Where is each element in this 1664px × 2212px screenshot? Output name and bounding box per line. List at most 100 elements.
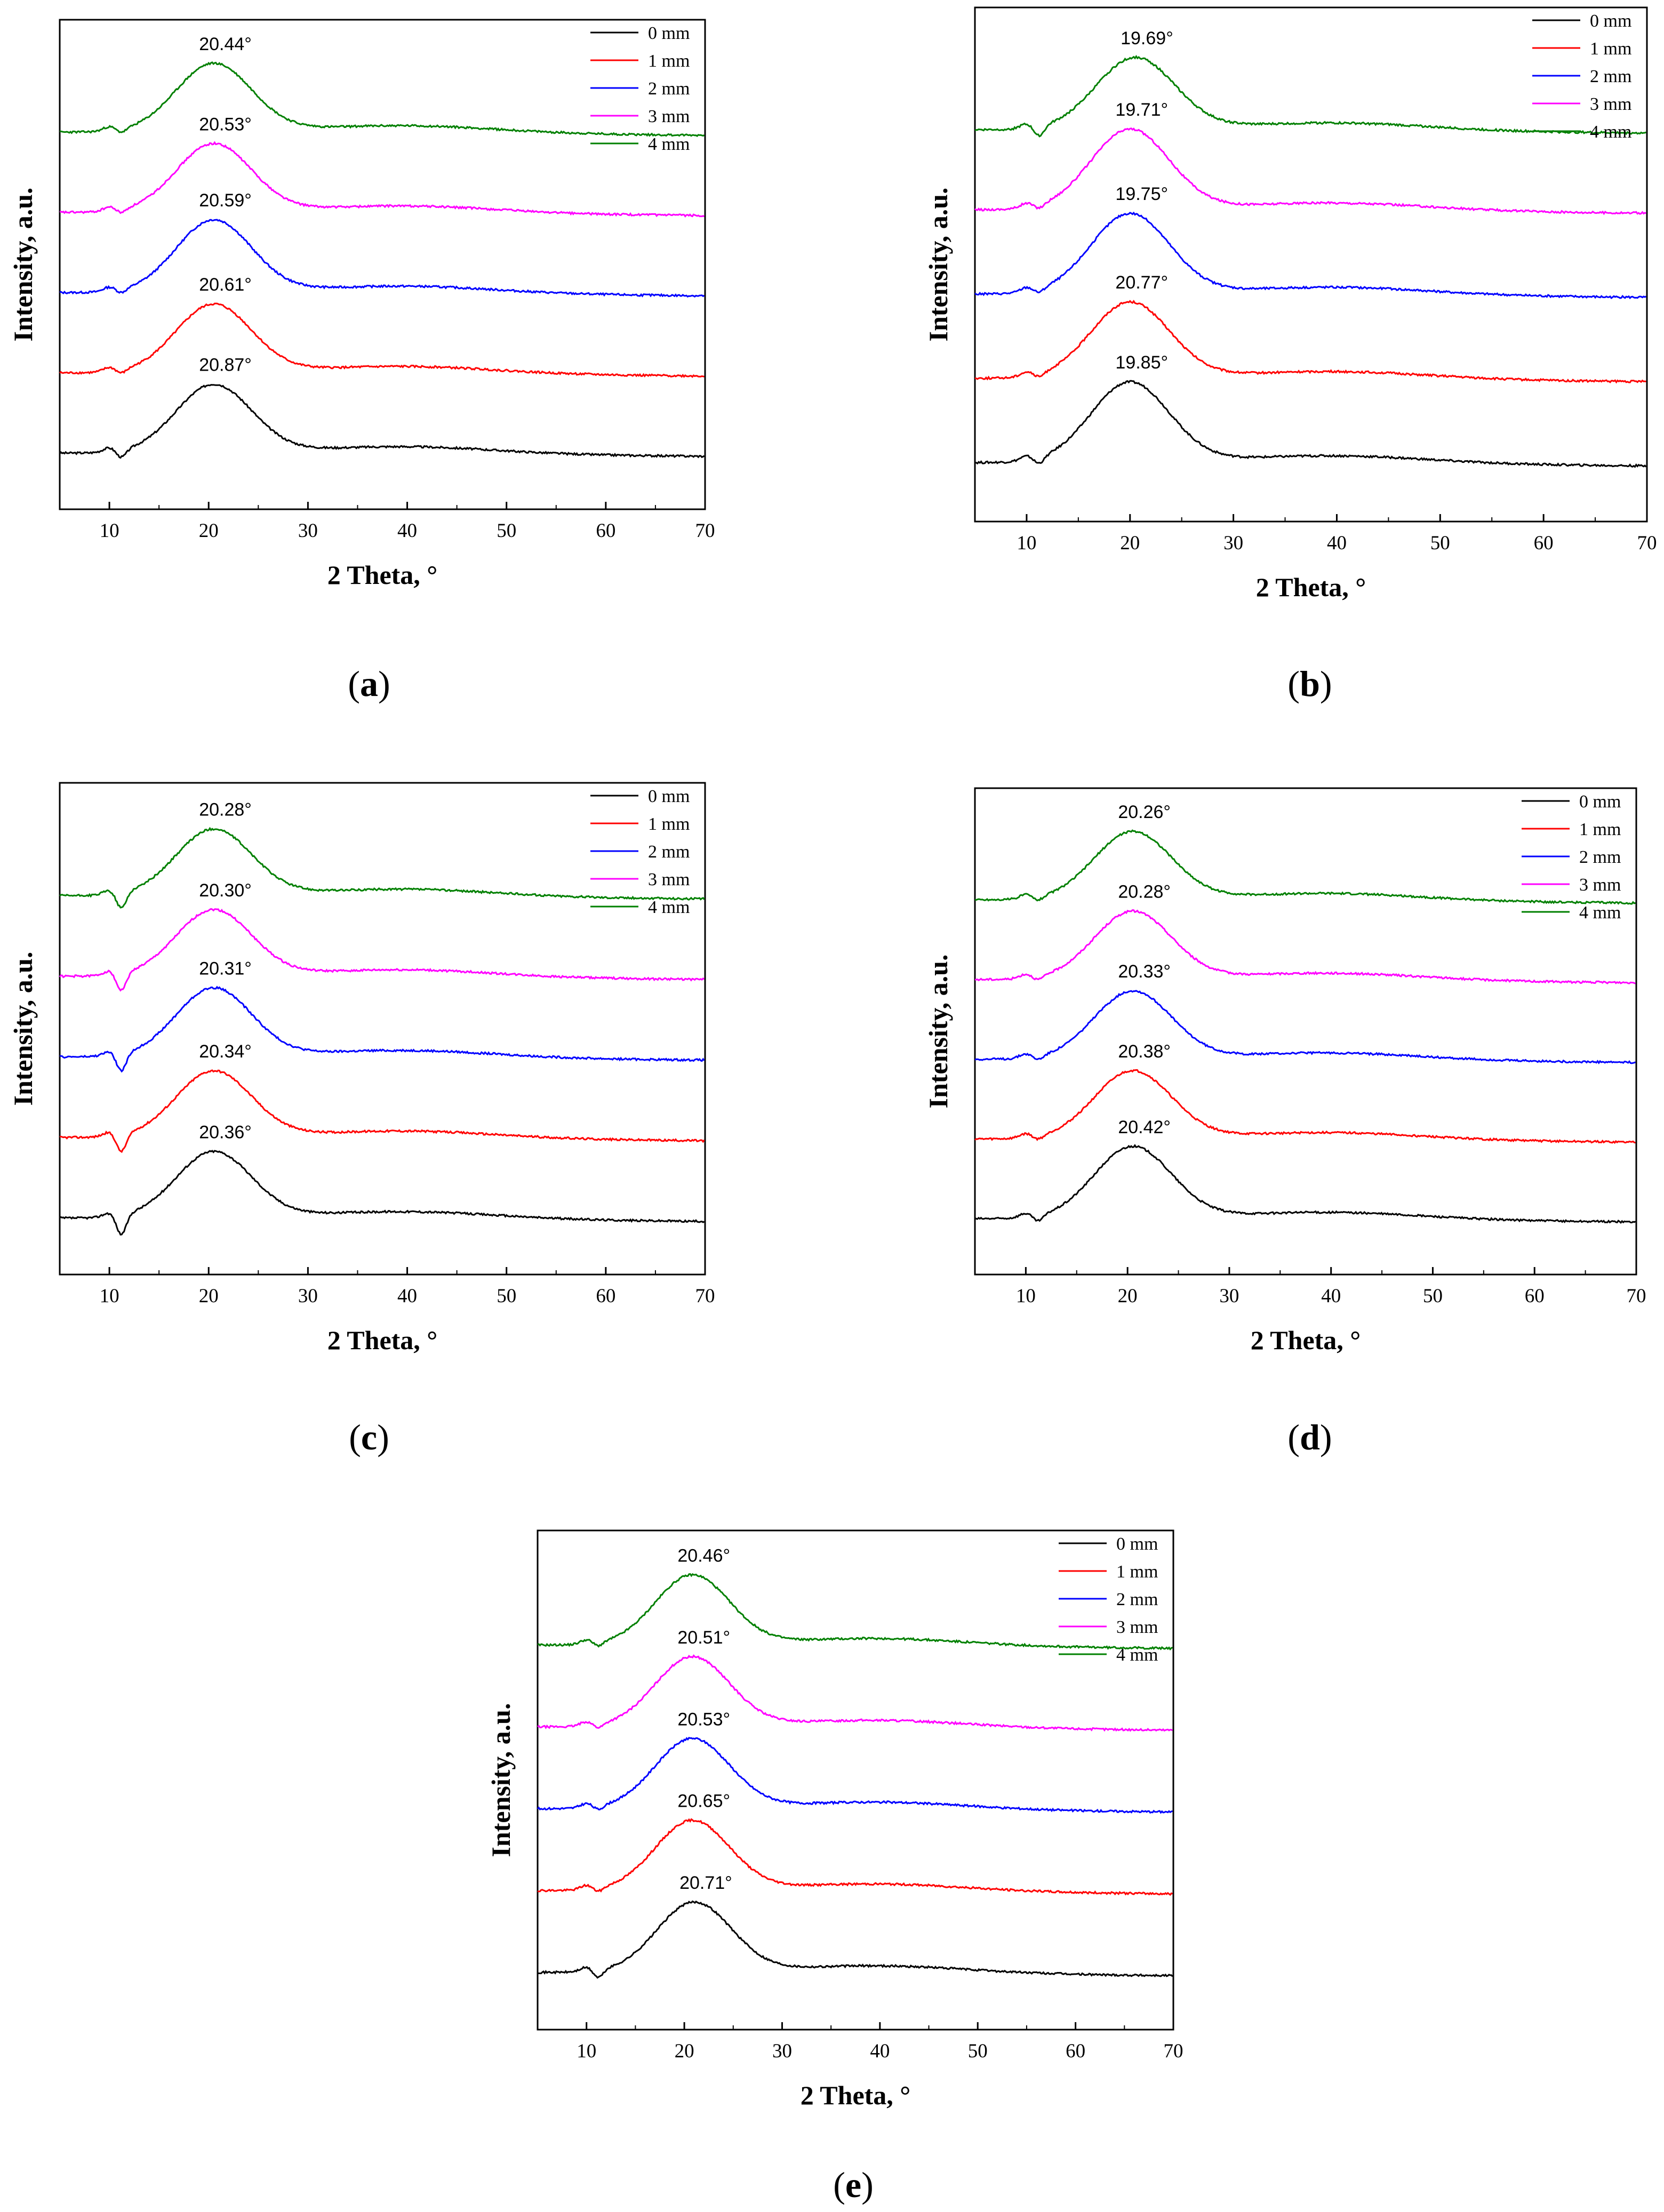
legend-entry: 2 mm xyxy=(1116,1590,1158,1609)
series-line-1-mm xyxy=(59,302,705,378)
x-tick-label: 10 xyxy=(577,2040,596,2062)
peak-label: 20.46° xyxy=(677,1545,730,1566)
x-tick-label: 30 xyxy=(1219,1285,1239,1307)
plot-frame xyxy=(537,1529,1174,2031)
legend-entry: 3 mm xyxy=(648,107,690,126)
x-tick-label: 10 xyxy=(100,1285,119,1307)
x-tick-label: 70 xyxy=(695,1285,715,1307)
x-tick-label: 50 xyxy=(968,2040,988,2062)
legend-entry: 4 mm xyxy=(648,134,690,154)
series-line-0-mm xyxy=(974,380,1647,468)
peak-label: 20.42° xyxy=(1118,1117,1171,1137)
legend-entry: 1 mm xyxy=(648,814,690,834)
legend-entry: 3 mm xyxy=(648,870,690,889)
series-line-3-mm xyxy=(974,127,1646,215)
series-line-0-mm xyxy=(537,1900,1173,1979)
peak-label: 19.69° xyxy=(1121,28,1173,49)
peak-label: 19.85° xyxy=(1115,352,1168,373)
series-line-2-mm xyxy=(974,990,1636,1064)
peak-label: 20.51° xyxy=(677,1628,730,1648)
legend-entry: 4 mm xyxy=(1116,1645,1158,1665)
peak-label: 20.34° xyxy=(199,1041,252,1062)
legend-entry: 2 mm xyxy=(1579,847,1621,867)
series-line-2-mm xyxy=(59,985,705,1073)
x-tick-label: 60 xyxy=(1066,2040,1085,2062)
peak-label: 20.26° xyxy=(1118,802,1171,822)
chart-panel-1: 10 20 30 40 50 60 70 2 Theta, ° Intensity, a.u. 2… xyxy=(8,19,715,704)
peak-label: 20.38° xyxy=(1118,1041,1171,1062)
series-line-4-mm xyxy=(974,829,1636,905)
series-line-0-mm xyxy=(974,1144,1636,1224)
legend-entry: 2 mm xyxy=(1590,67,1631,86)
x-tick-label: 50 xyxy=(497,520,516,542)
legend-entry: 0 mm xyxy=(648,787,690,806)
series-line-4-mm xyxy=(974,54,1646,138)
legend-entry: 3 mm xyxy=(1116,1617,1158,1637)
legend-entry: 3 mm xyxy=(1579,875,1621,895)
y-axis-title: Intensity, a.u. xyxy=(923,188,953,342)
x-tick-label: 70 xyxy=(1637,532,1657,554)
x-tick-label: 30 xyxy=(298,520,318,542)
x-axis-title: 2 Theta, ° xyxy=(327,1325,438,1355)
x-tick-label: 30 xyxy=(772,2040,792,2062)
legend-entry: 1 mm xyxy=(1590,39,1631,59)
peak-label: 20.28° xyxy=(1118,882,1171,902)
series-line-2-mm xyxy=(59,219,705,298)
peak-label: 20.65° xyxy=(677,1791,730,1812)
series-line-0-mm xyxy=(59,384,705,459)
y-axis-title: Intensity, a.u. xyxy=(8,188,38,342)
x-tick-label: 70 xyxy=(695,520,715,542)
legend-entry: 1 mm xyxy=(648,51,690,71)
panel-caption: (e) xyxy=(833,2165,874,2205)
series-line-2-mm xyxy=(537,1736,1173,1814)
x-tick-label: 30 xyxy=(1223,532,1243,554)
peak-label: 20.28° xyxy=(199,800,252,820)
x-tick-label: 10 xyxy=(1017,532,1036,554)
x-axis-title: 2 Theta, ° xyxy=(1256,572,1366,602)
peak-label: 20.33° xyxy=(1118,961,1171,982)
x-tick-label: 40 xyxy=(1327,532,1347,554)
x-tick-label: 20 xyxy=(199,1285,219,1307)
plot-frame xyxy=(974,6,1648,523)
peak-label: 20.31° xyxy=(199,958,252,979)
peak-label: 20.77° xyxy=(1115,273,1168,293)
legend-entry: 2 mm xyxy=(648,79,690,99)
x-axis-title: 2 Theta, ° xyxy=(1251,1325,1361,1355)
legend-entry: 4 mm xyxy=(648,897,690,917)
peak-label: 20.44° xyxy=(199,34,252,54)
series-line-2-mm xyxy=(974,211,1647,300)
x-tick-label: 60 xyxy=(1534,532,1554,554)
y-axis-title: Intensity, a.u. xyxy=(923,955,953,1109)
chart-panel-4: 10 20 30 40 50 60 70 2 Theta, ° Intensity, a.u. 2… xyxy=(923,787,1646,1457)
series-line-4-mm xyxy=(59,61,705,138)
series-line-1-mm xyxy=(974,1069,1636,1144)
legend-entry: 4 mm xyxy=(1590,122,1631,142)
peak-label: 20.30° xyxy=(199,880,252,901)
series-line-3-mm xyxy=(974,909,1636,984)
peak-label: 20.36° xyxy=(199,1122,252,1142)
x-tick-label: 20 xyxy=(1118,1285,1138,1307)
peak-label: 20.71° xyxy=(679,1873,732,1893)
legend-entry: 0 mm xyxy=(648,23,690,43)
peak-label: 20.53° xyxy=(677,1709,730,1729)
legend-entry: 0 mm xyxy=(1579,792,1621,812)
peak-label: 19.75° xyxy=(1115,184,1168,204)
x-tick-label: 10 xyxy=(1016,1285,1036,1307)
plot-frame xyxy=(59,19,706,510)
x-tick-label: 60 xyxy=(1525,1285,1545,1307)
series-line-4-mm xyxy=(59,827,705,909)
x-tick-label: 60 xyxy=(596,1285,615,1307)
series-line-3-mm xyxy=(59,908,705,992)
x-tick-label: 20 xyxy=(675,2040,694,2062)
chart-panel-5: 10 20 30 40 50 60 70 2 Theta, ° Intensity, a.u. 2… xyxy=(486,1529,1183,2205)
x-tick-label: 50 xyxy=(497,1285,516,1307)
legend-entry: 0 mm xyxy=(1116,1534,1158,1554)
series-line-1-mm xyxy=(974,300,1646,384)
panel-caption: (d) xyxy=(1287,1417,1332,1457)
x-axis-title: 2 Theta, ° xyxy=(801,2080,911,2110)
plot-frame xyxy=(59,782,706,1276)
x-tick-label: 30 xyxy=(298,1285,318,1307)
x-axis-title: 2 Theta, ° xyxy=(327,560,438,590)
legend-entry: 2 mm xyxy=(648,842,690,862)
peak-label: 20.53° xyxy=(199,114,252,134)
